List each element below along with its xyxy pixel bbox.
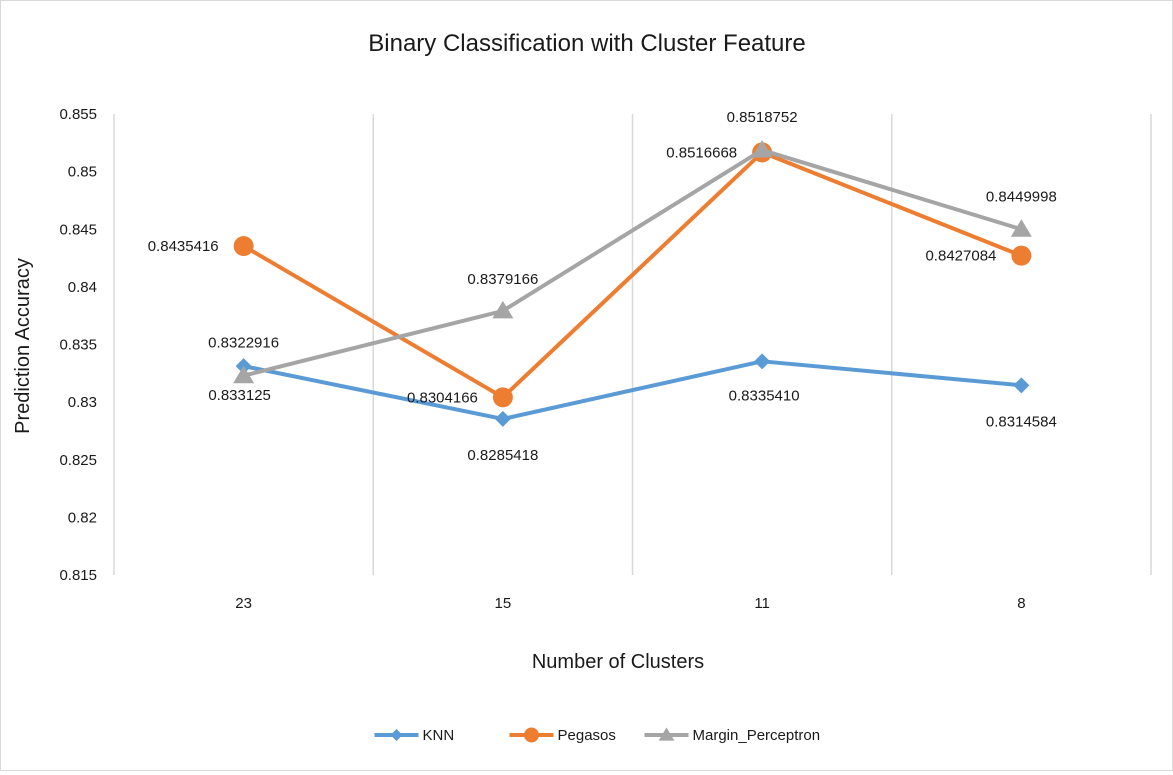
data-point-margin_perceptron xyxy=(1010,219,1032,237)
data-point-knn xyxy=(754,353,771,370)
data-label: 0.8449998 xyxy=(986,188,1057,205)
y-tick-label: 0.85 xyxy=(68,164,97,181)
x-tick-label: 8 xyxy=(1017,595,1025,612)
x-tick-label: 23 xyxy=(235,595,252,612)
series-line-knn xyxy=(243,359,1022,421)
data-label: 0.8435416 xyxy=(148,238,219,255)
data-point-margin_perceptron xyxy=(751,140,773,158)
series-line-pegasos xyxy=(242,150,1023,400)
y-tick-label: 0.84 xyxy=(68,279,97,296)
legend-label: Pegasos xyxy=(558,727,616,744)
data-label: 0.833125 xyxy=(208,387,271,404)
y-tick-label: 0.825 xyxy=(59,452,97,469)
y-tick-label: 0.83 xyxy=(68,394,97,411)
y-axis-ticks: 0.815 0.82 0.825 0.83 0.835 0.84 0.845 0.85 0.85… xyxy=(59,106,97,584)
data-label: 0.8516668 xyxy=(666,144,737,161)
data-label: 0.8518752 xyxy=(727,109,798,126)
legend-item-knn: KNN xyxy=(374,727,455,744)
data-labels: 0.833125 0.8285418 0.8335410 0.8314584 0.843… xyxy=(148,109,1057,464)
legend-swatch-marker xyxy=(390,729,403,741)
data-point-pegasos xyxy=(1011,245,1032,266)
data-label: 0.8285418 xyxy=(467,447,538,464)
legend-swatch-marker xyxy=(524,727,539,743)
y-axis-title: Prediction Accuracy xyxy=(12,258,34,434)
data-label: 0.8379166 xyxy=(467,271,538,288)
data-point-knn xyxy=(494,410,511,427)
y-tick-label: 0.815 xyxy=(59,567,97,584)
x-axis-title: Number of Clusters xyxy=(532,651,704,673)
legend-item-pegasos: Pegasos xyxy=(509,727,616,744)
x-axis-ticks: 23 15 11 8 xyxy=(235,595,1025,612)
data-label: 0.8427084 xyxy=(925,248,996,265)
y-tick-label: 0.845 xyxy=(59,221,97,238)
legend-swatch-marker xyxy=(658,727,675,741)
chart-title: Binary Classification with Cluster Featu… xyxy=(368,30,806,57)
series-group xyxy=(233,140,1032,427)
legend-label: KNN xyxy=(423,727,455,744)
data-label: 0.8314584 xyxy=(986,413,1057,430)
data-point-pegasos xyxy=(233,236,254,257)
y-tick-label: 0.855 xyxy=(59,106,97,123)
x-tick-label: 15 xyxy=(495,595,512,612)
data-label: 0.8304166 xyxy=(407,389,478,406)
y-tick-label: 0.82 xyxy=(68,509,97,526)
y-tick-label: 0.835 xyxy=(59,337,97,354)
data-point-pegasos xyxy=(492,387,513,408)
data-label: 0.8322916 xyxy=(208,335,279,352)
x-tick-label: 11 xyxy=(754,595,770,612)
data-point-margin_perceptron xyxy=(492,300,514,319)
legend-label: Margin_Perceptron xyxy=(693,727,821,744)
legend: KNN Pegasos Margin_Perceptron xyxy=(374,727,821,744)
legend-item-margin_perceptron: Margin_Perceptron xyxy=(644,727,821,744)
series-line-margin_perceptron xyxy=(243,148,1022,378)
data-label: 0.8335410 xyxy=(729,387,800,404)
data-point-knn xyxy=(1013,377,1030,394)
data-point-margin_perceptron xyxy=(233,365,255,384)
